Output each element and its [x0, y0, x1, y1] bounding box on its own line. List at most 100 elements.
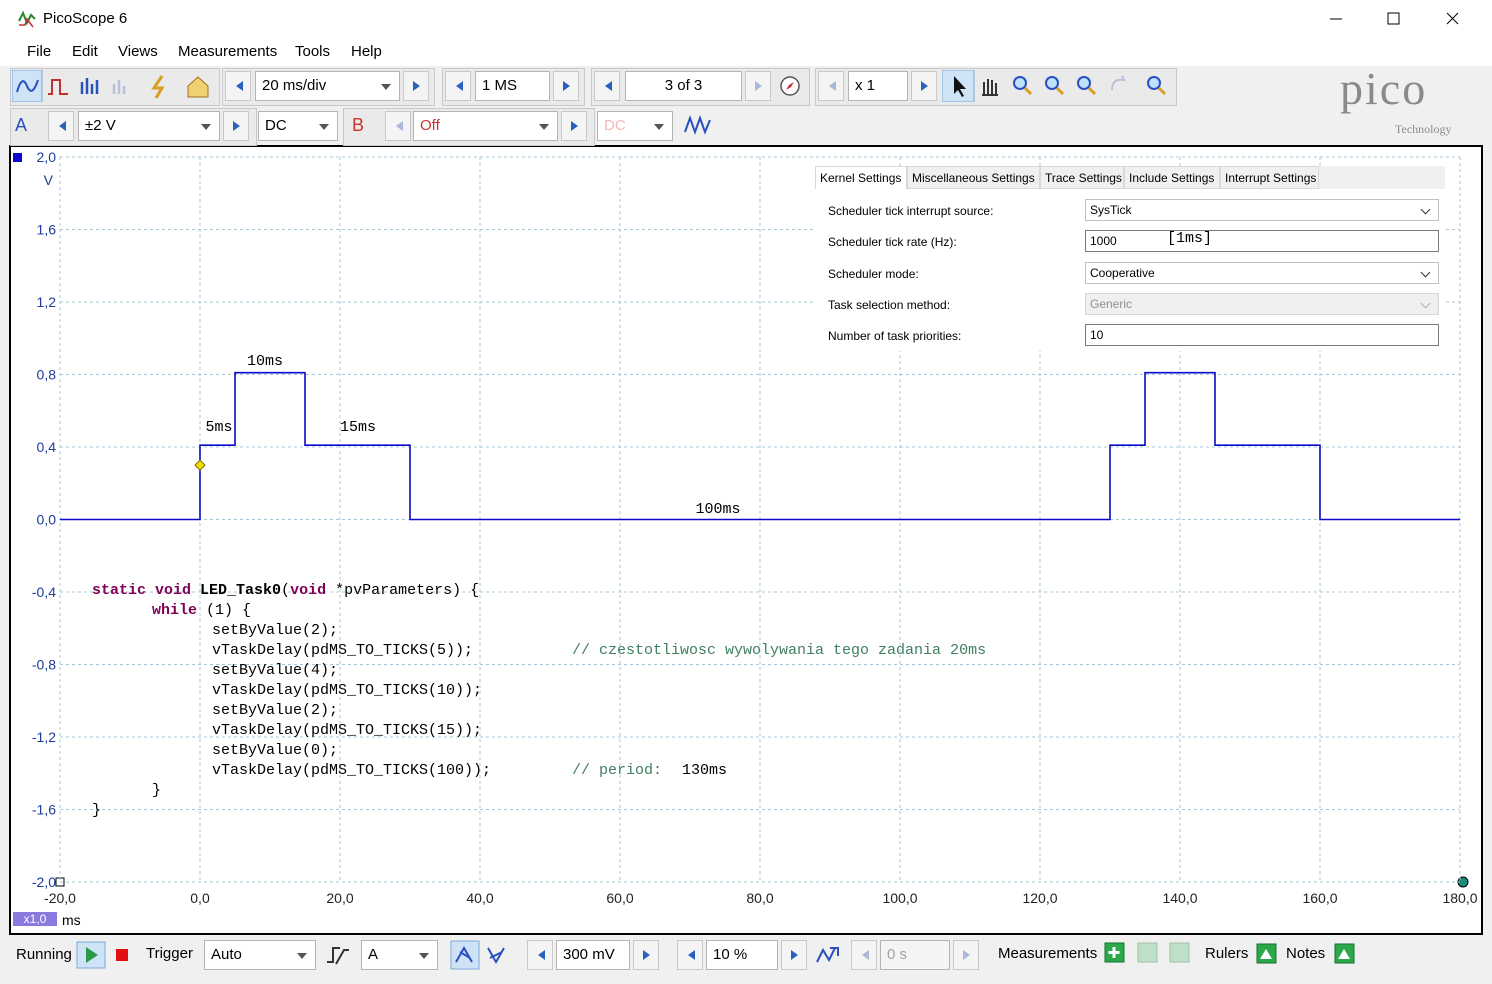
notes-button[interactable] — [1334, 943, 1356, 965]
setting-note: [1ms] — [1167, 230, 1213, 248]
setting-field[interactable]: Cooperative — [1085, 261, 1439, 284]
x-scale-label: x1,0 — [24, 912, 47, 926]
buffer-navigator[interactable] — [778, 74, 802, 98]
threshold-decrease[interactable] — [527, 940, 553, 970]
menu-item[interactable]: Edit — [72, 43, 98, 60]
code-token: setByValue(2); — [212, 622, 338, 639]
trace — [60, 371, 1460, 521]
trigger-advanced[interactable] — [324, 942, 352, 968]
delay-increase[interactable] — [953, 940, 979, 970]
trigger-channel[interactable]: A — [361, 940, 438, 970]
code-line: setByValue(2); — [212, 702, 338, 719]
y-tick-label: 0,0 — [37, 512, 57, 528]
settings-tab[interactable]: Interrupt Settings — [1220, 166, 1319, 189]
code-token: (1) { — [197, 602, 251, 619]
zoom-increase[interactable] — [911, 71, 937, 101]
trigger-delay[interactable]: 0 s — [880, 940, 950, 970]
samples-select[interactable]: 1 MS — [475, 71, 550, 101]
code-token: void — [290, 582, 326, 599]
view-tool-icons[interactable] — [12, 70, 218, 102]
pre-trigger[interactable]: 10 % — [706, 940, 778, 970]
buffer-previous[interactable] — [594, 71, 620, 101]
settings-tab[interactable]: Include Settings — [1124, 166, 1220, 189]
rulers-button[interactable] — [1256, 943, 1278, 965]
samples-increase[interactable] — [553, 71, 579, 101]
code-line: vTaskDelay(pdMS_TO_TICKS(100)); // period… — [212, 762, 727, 779]
channel-a-coupling[interactable]: DC — [258, 111, 338, 141]
setting-field[interactable]: 1000 — [1085, 230, 1439, 253]
pretrigger-increase[interactable] — [781, 940, 807, 970]
trigger-delay-toggle[interactable] — [814, 942, 842, 968]
zoom-tool-icons[interactable] — [942, 70, 1172, 102]
x-tick-label: 100,0 — [882, 890, 917, 906]
menu-item[interactable]: Help — [351, 43, 382, 60]
delay-decrease[interactable] — [851, 940, 877, 970]
measurement-buttons[interactable] — [1104, 942, 1192, 966]
x-tick-label: 120,0 — [1022, 890, 1057, 906]
trigger-edge[interactable] — [450, 940, 514, 970]
code-line: vTaskDelay(pdMS_TO_TICKS(5)); // czestotl… — [212, 642, 986, 659]
logo-name: pico — [1340, 63, 1428, 114]
code-token: while — [152, 602, 197, 619]
code-token: *pvParameters) { — [326, 582, 479, 599]
timebase-increase[interactable] — [403, 71, 429, 101]
setting-label: Scheduler tick rate (Hz): — [828, 235, 957, 250]
window-controls[interactable] — [1310, 8, 1480, 32]
trigger-label: Trigger — [146, 945, 193, 962]
timebase-select[interactable]: 20 ms/div — [255, 71, 400, 101]
menu-item[interactable]: Tools — [295, 43, 331, 60]
channel-b-range-decrease[interactable] — [385, 111, 411, 141]
settings-panel: Kernel Settings Miscellaneous Settings Tra… — [815, 166, 1445, 351]
code-line: } — [152, 782, 161, 799]
setting-label: Task selection method: — [828, 297, 951, 312]
run-state: Running — [16, 946, 72, 963]
setting-field: Generic — [1085, 292, 1439, 315]
setting-field[interactable]: SysTick — [1085, 199, 1439, 221]
code-token: vTaskDelay(pdMS_TO_TICKS(15)); — [212, 722, 482, 739]
trigger-mode[interactable]: Auto — [204, 940, 316, 970]
channel-b-coupling[interactable]: DC — [597, 111, 673, 141]
settings-tab[interactable]: Kernel Settings — [815, 166, 907, 190]
x-scale-badge — [13, 912, 57, 926]
setting-label: Number of task priorities: — [828, 329, 962, 344]
setting-field[interactable]: 10 — [1085, 324, 1439, 347]
trigger-threshold[interactable]: 300 mV — [556, 940, 630, 970]
channel-a-range[interactable]: ±2 V — [78, 111, 220, 141]
zoom-decrease[interactable] — [818, 71, 844, 101]
y-tick-label: -0,8 — [32, 657, 56, 673]
run-stop-buttons[interactable] — [76, 941, 136, 969]
threshold-increase[interactable] — [633, 940, 659, 970]
annotation: 100ms — [695, 501, 740, 518]
samples-decrease[interactable] — [445, 71, 471, 101]
channel-options[interactable] — [681, 112, 715, 140]
x-tick-label: 20,0 — [326, 890, 353, 906]
pretrigger-decrease[interactable] — [677, 940, 703, 970]
channel-a-range-decrease[interactable] — [48, 111, 74, 141]
window-title: PicoScope 6 — [43, 10, 128, 27]
settings-tab[interactable]: Trace Settings — [1040, 166, 1124, 189]
channel-a-range-increase[interactable] — [223, 111, 249, 141]
settings-tab[interactable]: Miscellaneous Settings — [907, 166, 1040, 189]
menu-item[interactable]: File — [27, 43, 52, 60]
code-line: static void LED_Task0(void *pvParameters… — [92, 582, 479, 599]
code-line: } — [92, 802, 101, 819]
code-token: setByValue(2); — [212, 702, 338, 719]
app-icon — [18, 10, 36, 28]
annotation: 5ms — [205, 419, 232, 436]
y-tick-label: -1,2 — [32, 729, 56, 745]
timebase-decrease[interactable] — [225, 71, 251, 101]
channel-a-name[interactable]: A — [15, 115, 28, 135]
menu-item[interactable]: Measurements — [178, 43, 278, 60]
y-tick-label: -1,6 — [32, 802, 56, 818]
channel-b-name[interactable]: B — [352, 115, 365, 135]
channel-marker — [13, 153, 22, 162]
channel-b-range-increase[interactable] — [561, 111, 587, 141]
zoom-level[interactable]: x 1 — [848, 71, 908, 101]
rulers-label: Rulers — [1205, 945, 1249, 962]
menu-item[interactable]: Views — [118, 43, 158, 60]
y-tick-label: 0,4 — [37, 439, 57, 455]
channel-b-range[interactable]: Off — [413, 111, 558, 141]
code-line: vTaskDelay(pdMS_TO_TICKS(15)); — [212, 722, 482, 739]
buffer-next[interactable] — [745, 71, 771, 101]
buffer-index[interactable]: 3 of 3 — [625, 71, 742, 101]
